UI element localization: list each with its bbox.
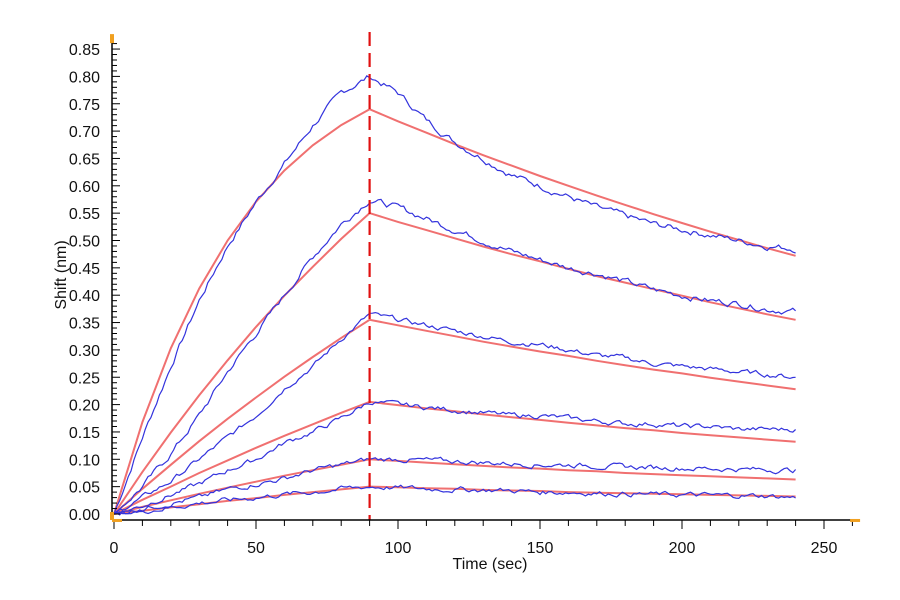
data-curve-data-1	[113, 75, 796, 515]
y-tick-label: 0.35	[69, 316, 100, 333]
origin-marker-vertical	[110, 511, 114, 520]
y-axis-title: Shift (nm)	[53, 240, 70, 309]
data-curve-data-3	[113, 311, 796, 515]
y-tick-label: 0.85	[69, 42, 100, 59]
y-tick-label: 0.55	[69, 206, 100, 223]
x-tick-label: 50	[247, 540, 265, 557]
y-tick-label: 0.65	[69, 151, 100, 168]
x-tick-label: 0	[110, 540, 119, 557]
data-curve-data-6	[113, 484, 796, 515]
data-curve-data-4	[113, 399, 797, 516]
fit-curve-fit-4	[113, 400, 796, 515]
y-tick-label: 0.80	[69, 69, 100, 86]
x-tick-label: 100	[385, 540, 412, 557]
x-axis-end-marker	[850, 518, 861, 522]
y-tick-label: 0.20	[69, 398, 100, 415]
y-tick-label: 0.50	[69, 234, 100, 251]
fit-curve-fit-5	[113, 458, 796, 515]
origin-marker-horizontal	[112, 518, 122, 522]
y-tick-label: 0.00	[69, 507, 100, 524]
plot-area	[113, 32, 797, 520]
x-tick-label: 250	[811, 540, 838, 557]
fit-curve-fit-1	[113, 108, 796, 515]
y-tick-label: 0.15	[69, 425, 100, 442]
y-tick-label: 0.60	[69, 179, 100, 196]
y-axis-end-marker	[110, 34, 114, 44]
y-tick-label: 0.30	[69, 343, 100, 360]
y-tick-label: 0.40	[69, 288, 100, 305]
fit-curve-fit-3	[113, 318, 796, 515]
y-tick-label: 0.05	[69, 480, 100, 497]
x-axis-title: Time (sec)	[453, 556, 528, 573]
y-tick-label: 0.75	[69, 97, 100, 114]
fit-curve-fit-2	[113, 211, 796, 515]
data-curve-data-2	[113, 198, 796, 515]
y-tick-label: 0.70	[69, 124, 100, 141]
x-tick-label: 200	[669, 540, 696, 557]
y-tick-label: 0.45	[69, 261, 100, 278]
x-tick-label: 150	[527, 540, 554, 557]
data-curve-data-5	[113, 456, 797, 515]
axes: 0.00 0.05 0.10 0.15 0.20 0.25 0.30 0.35 0.40 0.45…	[69, 34, 861, 557]
y-tick-label: 0.10	[69, 452, 100, 469]
y-tick-label: 0.25	[69, 370, 100, 387]
